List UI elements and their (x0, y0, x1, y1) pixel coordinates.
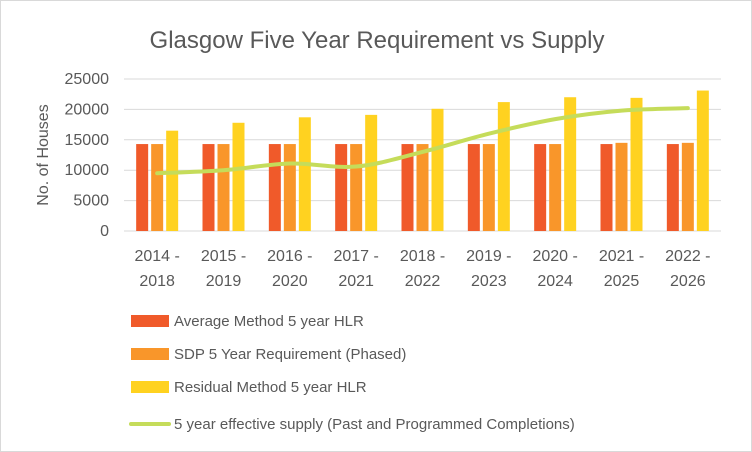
y-tick-label-3: 15000 (65, 132, 110, 149)
bar-s2-c6 (564, 97, 577, 232)
supply-line-layer (155, 106, 690, 176)
x-tick-label-5-0: 2019 - (466, 248, 511, 265)
y-tick-label-0: 0 (100, 223, 109, 240)
bar-s2-c2 (298, 117, 311, 231)
x-tick-label-8-1: 2026 (670, 273, 706, 290)
legend-swatch-0 (131, 315, 169, 327)
bar-s2-c3 (365, 114, 378, 231)
x-tick-label-4-1: 2022 (405, 273, 441, 290)
x-tick-label-1-1: 2019 (206, 273, 242, 290)
y-tick-label-5: 25000 (65, 71, 110, 88)
y-tick-label-2: 10000 (65, 162, 110, 179)
bar-s1-c2 (283, 144, 296, 231)
x-tick-label-7-1: 2025 (604, 273, 640, 290)
bar-s1-c5 (482, 144, 495, 231)
legend-swatch-1 (131, 348, 169, 360)
bar-s1-c1 (217, 144, 230, 231)
y-axis-title: No. of Houses (35, 104, 52, 205)
bar-s2-c5 (497, 102, 510, 231)
bar-s0-c1 (202, 144, 215, 231)
legend-label-3: 5 year effective supply (Past and Progra… (174, 416, 575, 433)
bar-s1-c6 (549, 144, 562, 231)
x-tick-label-0-0: 2014 - (134, 248, 179, 265)
bar-s1-c3 (350, 144, 363, 231)
bar-s0-c7 (600, 144, 613, 231)
supply-line (155, 106, 690, 176)
bar-s2-c0 (166, 130, 179, 231)
bar-s2-c8 (696, 90, 709, 231)
bar-s1-c8 (681, 142, 694, 231)
legend-label-0: Average Method 5 year HLR (174, 313, 364, 330)
x-tick-label-2-0: 2016 - (267, 248, 312, 265)
bar-s0-c3 (335, 144, 348, 231)
bar-s0-c5 (467, 144, 480, 231)
legend-label-2: Residual Method 5 year HLR (174, 379, 367, 396)
x-tick-label-2-1: 2020 (272, 273, 308, 290)
x-tick-label-8-0: 2022 - (665, 248, 710, 265)
legend-label-1: SDP 5 Year Requirement (Phased) (174, 346, 406, 363)
x-tick-labels: 2014 - 2018 2015 - 2019 2016 - 2020 2017 - 2021… (134, 248, 710, 290)
bar-s2-c4 (431, 108, 444, 231)
bar-s0-c2 (268, 144, 281, 231)
x-tick-label-6-1: 2024 (537, 273, 573, 290)
x-tick-label-1-0: 2015 - (201, 248, 246, 265)
y-tick-labels: 0 5000 10000 15000 20000 25000 (65, 71, 110, 240)
x-tick-label-3-1: 2021 (338, 273, 374, 290)
bar-s0-c8 (666, 144, 679, 231)
bar-s1-c7 (615, 142, 628, 231)
bar-s1-c0 (151, 144, 164, 231)
legend: Average Method 5 year HLR SDP 5 Year Requ… (129, 313, 575, 433)
x-tick-label-7-0: 2021 - (599, 248, 644, 265)
y-tick-label-1: 5000 (73, 193, 109, 210)
x-tick-label-5-1: 2023 (471, 273, 507, 290)
x-tick-label-0-1: 2018 (139, 273, 175, 290)
legend-swatch-2 (131, 381, 169, 393)
bars (136, 90, 709, 232)
bar-s2-c1 (232, 122, 245, 231)
bar-s1-c4 (416, 144, 429, 231)
chart-title: Glasgow Five Year Requirement vs Supply (150, 27, 605, 54)
x-tick-label-4-0: 2018 - (400, 248, 445, 265)
bar-s2-c7 (630, 97, 643, 232)
bar-s0-c0 (136, 144, 149, 231)
bar-s0-c6 (534, 144, 547, 231)
bar-s0-c4 (401, 144, 414, 231)
x-tick-label-3-0: 2017 - (333, 248, 378, 265)
y-tick-label-4: 20000 (65, 101, 110, 118)
x-tick-label-6-0: 2020 - (532, 248, 577, 265)
